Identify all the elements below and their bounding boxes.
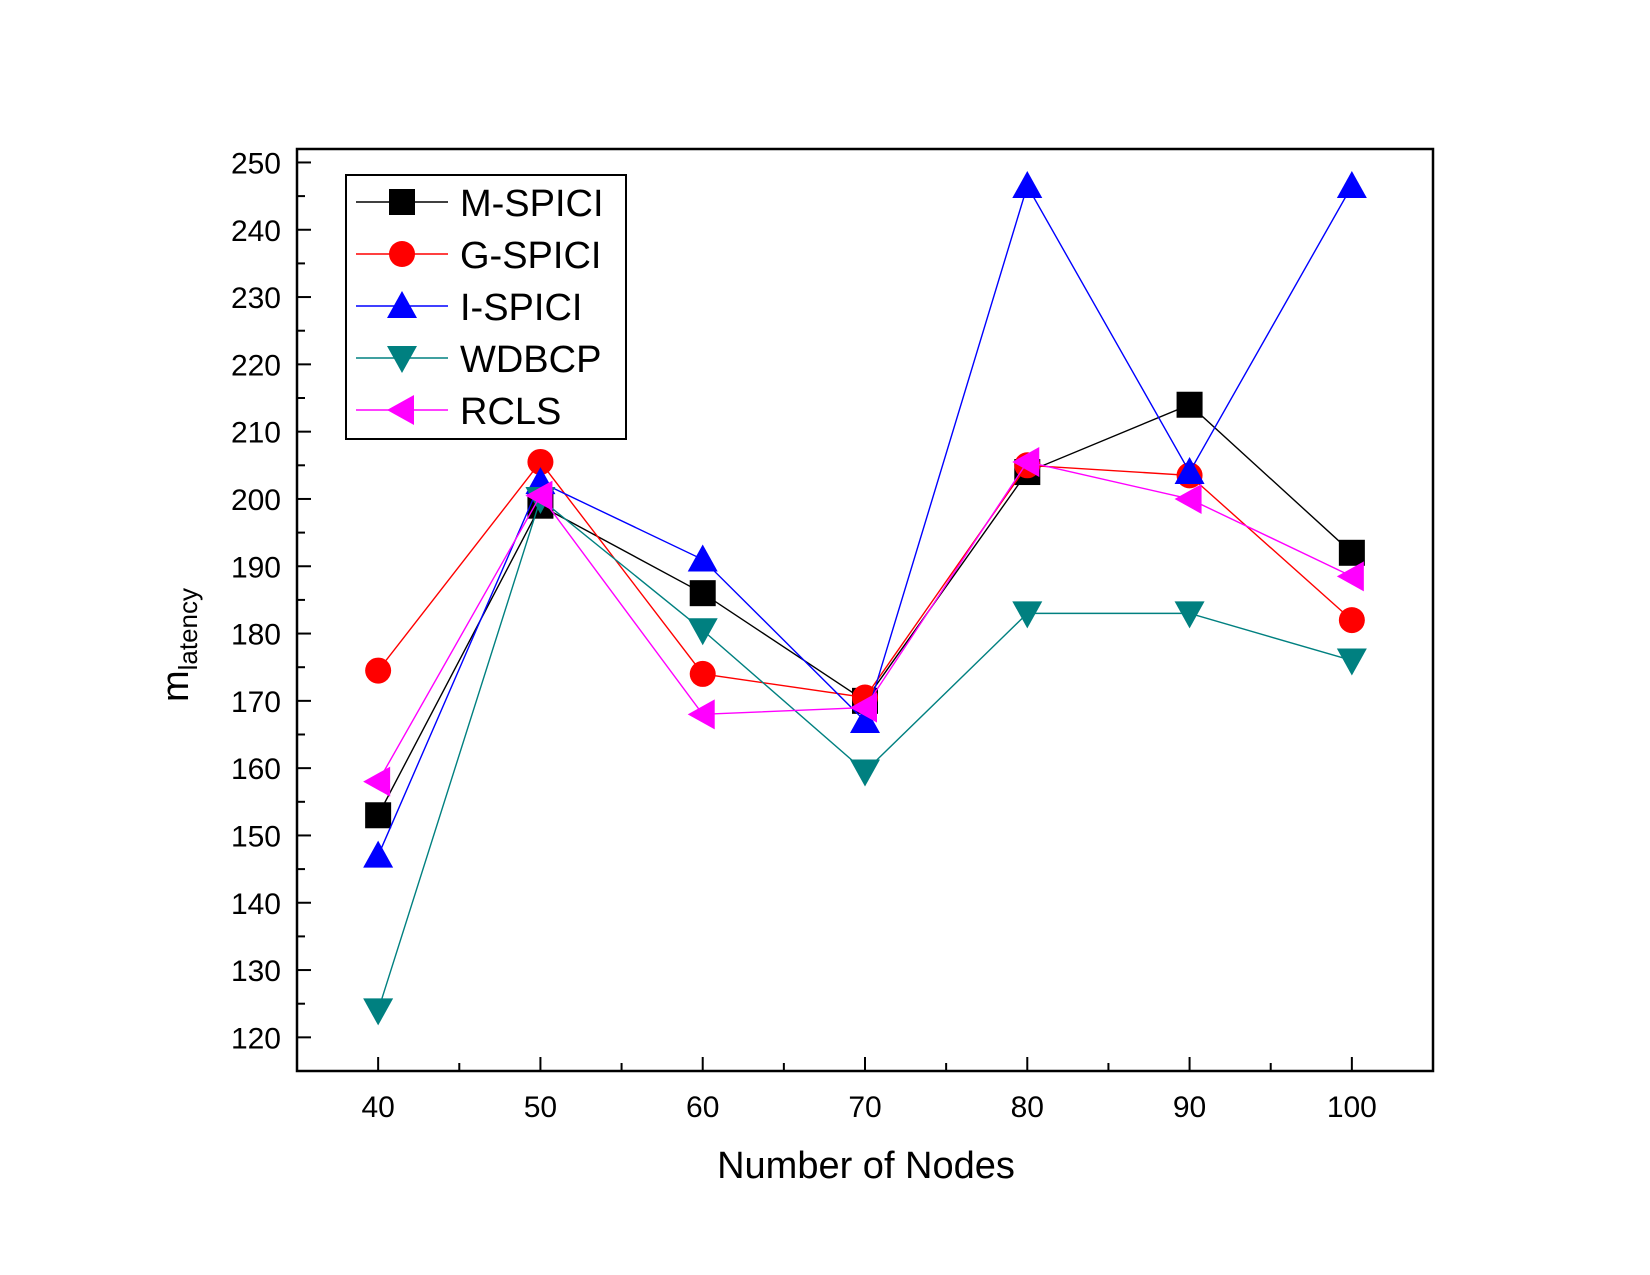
x-tick-label: 90 xyxy=(1173,1091,1206,1124)
legend-marker xyxy=(387,395,414,425)
y-tick-label: 220 xyxy=(231,349,281,382)
data-point xyxy=(850,692,877,723)
y-tick-label: 160 xyxy=(231,753,281,786)
series-line xyxy=(377,460,1353,699)
legend-label: I-SPICI xyxy=(460,287,582,329)
x-axis-title: Number of Nodes xyxy=(717,1145,1015,1187)
y-axis-title-subscript: latency xyxy=(173,588,203,670)
legend-marker xyxy=(389,189,415,215)
data-point xyxy=(1174,457,1205,485)
legend-label: M-SPICI xyxy=(460,183,604,225)
data-point xyxy=(525,480,553,511)
data-point xyxy=(1336,561,1364,592)
x-tick-label: 70 xyxy=(848,1091,881,1124)
data-point xyxy=(687,618,718,646)
data-point xyxy=(1338,607,1365,634)
y-tick-label: 180 xyxy=(231,619,281,652)
x-tick-label: 40 xyxy=(361,1091,394,1124)
y-tick-label: 120 xyxy=(231,1022,281,1055)
legend-label: G-SPICI xyxy=(460,235,601,277)
data-point xyxy=(687,544,718,572)
series-group xyxy=(363,171,1367,1026)
data-point xyxy=(1176,391,1203,418)
data-point xyxy=(1012,601,1043,629)
y-tick-label: 200 xyxy=(231,484,281,517)
legend-marker xyxy=(389,241,415,267)
series-line xyxy=(377,403,1353,816)
data-point xyxy=(1174,483,1202,514)
data-point xyxy=(689,580,716,607)
y-tick-label: 150 xyxy=(231,820,281,853)
legend-item: WDBCP xyxy=(356,339,601,381)
data-point xyxy=(363,840,394,868)
y-tick-label: 170 xyxy=(231,686,281,719)
y-tick-label: 240 xyxy=(231,215,281,248)
legend-item: I-SPICI xyxy=(356,287,582,329)
legend: M-SPICI G-SPICI I-SPICI WDBCP RCLS xyxy=(345,174,627,440)
data-point xyxy=(363,766,391,797)
data-point xyxy=(1338,539,1365,566)
legend-item: G-SPICI xyxy=(356,235,601,277)
data-point xyxy=(1336,648,1367,676)
data-point xyxy=(1012,171,1043,199)
series-rcls xyxy=(363,446,1364,797)
legend-label: WDBCP xyxy=(460,339,601,381)
x-tick-label: 80 xyxy=(1011,1091,1044,1124)
data-point xyxy=(527,448,554,475)
data-point xyxy=(687,699,715,730)
data-point xyxy=(850,706,880,734)
legend-item: RCLS xyxy=(356,391,561,433)
data-point xyxy=(365,657,392,684)
legend-marker xyxy=(387,346,417,373)
y-tick-label: 210 xyxy=(231,417,281,450)
data-point xyxy=(1336,171,1367,199)
y-tick-label: 140 xyxy=(231,888,281,921)
y-axis-title: mlatency xyxy=(155,588,203,702)
y-axis-title-main: m xyxy=(155,670,197,702)
data-point xyxy=(363,998,394,1026)
series-line xyxy=(377,497,1353,1011)
legend-label: RCLS xyxy=(460,391,561,433)
legend-item: M-SPICI xyxy=(356,183,604,225)
legend-marker xyxy=(387,291,417,318)
x-tick-label: 100 xyxy=(1327,1091,1377,1124)
x-tick-label: 60 xyxy=(686,1091,719,1124)
y-tick-label: 230 xyxy=(231,282,281,315)
data-point xyxy=(365,802,392,829)
legend-box xyxy=(345,174,627,440)
data-point xyxy=(1012,446,1040,477)
x-tick-label: 50 xyxy=(524,1091,557,1124)
y-tick-label: 190 xyxy=(231,551,281,584)
data-point xyxy=(850,759,880,787)
data-point xyxy=(1174,601,1205,629)
series-wdbcp xyxy=(363,486,1367,1026)
data-point xyxy=(689,660,716,687)
axis-ticks: 40 50 60 70 80 90 100 120 130 140 150 160 170 180 190 2… xyxy=(231,147,1377,1124)
series-line xyxy=(377,461,1353,782)
y-tick-label: 250 xyxy=(231,147,281,180)
y-tick-label: 130 xyxy=(231,955,281,988)
